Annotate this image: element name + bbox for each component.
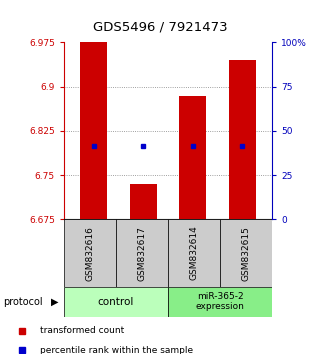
Text: control: control [98,297,134,307]
Text: GSM832617: GSM832617 [138,225,147,281]
Bar [168,219,220,287]
Text: ▶: ▶ [51,297,58,307]
Bar [179,96,206,219]
Text: miR-365-2
expression: miR-365-2 expression [196,292,244,312]
Bar [229,60,256,219]
Bar [64,219,116,287]
Text: GSM832616: GSM832616 [85,225,94,281]
Text: GSM832615: GSM832615 [242,225,251,281]
Text: transformed count: transformed count [40,326,124,336]
Bar [116,219,168,287]
Bar [64,287,168,317]
Bar [168,287,272,317]
Bar [80,42,107,219]
Text: GSM832614: GSM832614 [189,226,198,280]
Bar [220,219,272,287]
Text: percentile rank within the sample: percentile rank within the sample [40,346,193,354]
Text: GDS5496 / 7921473: GDS5496 / 7921473 [93,21,227,34]
Text: protocol: protocol [3,297,43,307]
Bar [130,184,157,219]
